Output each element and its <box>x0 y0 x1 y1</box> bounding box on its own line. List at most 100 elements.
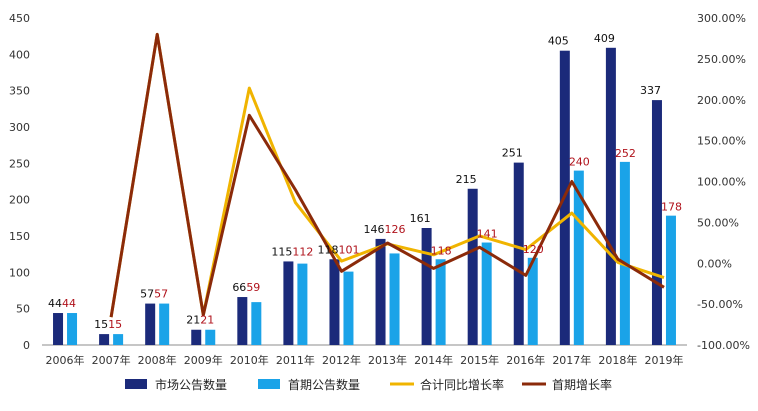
right-axis-tick-label: 300.00% <box>697 12 746 25</box>
x-axis-tick-label: 2007年 <box>92 353 131 367</box>
data-label: 57 <box>140 288 154 301</box>
data-label: 251 <box>502 147 523 160</box>
bar <box>435 259 446 345</box>
right-axis-tick-label: 150.00% <box>697 135 746 148</box>
data-label: 15 <box>94 318 108 331</box>
bar <box>329 259 340 345</box>
x-axis-tick-label: 2009年 <box>184 353 223 367</box>
x-axis-tick-label: 2016年 <box>506 353 545 367</box>
bar <box>67 313 78 345</box>
data-label: 112 <box>292 245 313 258</box>
bar <box>605 47 616 345</box>
x-axis: 2006年 2007年 2008年 2009年 2010年 2011年 2012年 2013年… <box>42 344 687 367</box>
x-axis-tick-label: 2011年 <box>276 353 315 367</box>
x-axis-tick-label: 2010年 <box>230 353 269 367</box>
bar <box>375 238 386 345</box>
bar <box>651 100 662 345</box>
data-label: 337 <box>640 84 661 97</box>
legend-label: 首期增长率 <box>552 377 612 392</box>
right-axis-tick-label: -100.00% <box>697 339 750 352</box>
left-axis-tick-label: 250 <box>9 157 30 170</box>
bar <box>619 161 630 345</box>
data-label: 240 <box>569 156 590 169</box>
x-axis-tick-label: 2015年 <box>460 353 499 367</box>
legend: 市场公告数量 首期公告数量 合计同比增长率 首期增长率 <box>125 377 612 392</box>
left-axis: 0 50 100 150 200 250 300 350 400 450 <box>9 12 30 352</box>
x-axis-tick-label: 2017年 <box>552 353 591 367</box>
left-axis-tick-label: 150 <box>9 230 30 243</box>
data-label: 21 <box>200 314 214 327</box>
right-axis-tick-label: -50.00% <box>697 298 743 311</box>
data-label: 59 <box>246 281 260 294</box>
data-label: 115 <box>271 245 292 258</box>
legend-label: 首期公告数量 <box>288 377 360 392</box>
bar <box>53 313 64 345</box>
legend-label: 合计同比增长率 <box>420 377 504 392</box>
bar <box>205 329 216 345</box>
data-label: 118 <box>431 244 452 257</box>
bar <box>145 303 156 345</box>
bar <box>665 215 676 345</box>
legend-swatch <box>125 379 147 389</box>
bar <box>297 263 308 345</box>
data-label: 126 <box>385 223 406 236</box>
right-axis: -100.00% -50.00% 0.00% 50.00% 100.00% 150.00%… <box>697 12 750 352</box>
left-axis-tick-label: 100 <box>9 266 30 279</box>
data-labels: 44 15 57 21 66 115 118 146 161 215 251 405 409 337 44 1… <box>48 32 682 331</box>
data-label: 57 <box>154 288 168 301</box>
left-axis-tick-label: 0 <box>23 339 30 352</box>
data-label: 118 <box>317 243 338 256</box>
x-axis-tick-label: 2013年 <box>368 353 407 367</box>
data-label: 44 <box>62 297 76 310</box>
data-label: 21 <box>186 314 200 327</box>
data-label: 252 <box>615 147 636 160</box>
data-label: 101 <box>338 243 359 256</box>
bar <box>421 228 432 345</box>
bar <box>467 188 478 345</box>
bar <box>573 170 584 345</box>
data-label: 146 <box>364 223 385 236</box>
bar <box>99 334 110 345</box>
data-label: 44 <box>48 297 62 310</box>
bar <box>527 257 538 345</box>
data-label: 66 <box>232 281 246 294</box>
left-axis-tick-label: 450 <box>9 12 30 25</box>
x-axis-tick-label: 2018年 <box>598 353 637 367</box>
data-label: 409 <box>594 32 615 45</box>
line-series <box>109 32 665 318</box>
x-axis-tick-label: 2014年 <box>414 353 453 367</box>
data-label: 15 <box>108 318 122 331</box>
bar <box>237 297 248 345</box>
bar <box>481 242 492 345</box>
legend-label: 市场公告数量 <box>155 377 227 392</box>
bar <box>389 253 400 345</box>
x-axis-tick-label: 2019年 <box>644 353 683 367</box>
right-axis-tick-label: 100.00% <box>697 176 746 189</box>
bar <box>251 302 262 345</box>
left-axis-tick-label: 50 <box>16 303 30 316</box>
bar <box>191 329 202 345</box>
left-axis-tick-label: 200 <box>9 194 30 207</box>
data-label: 120 <box>523 243 544 256</box>
bar <box>113 334 124 345</box>
left-axis-tick-label: 350 <box>9 85 30 98</box>
right-axis-tick-label: 200.00% <box>697 94 746 107</box>
x-axis-tick-label: 2008年 <box>138 353 177 367</box>
data-label: 215 <box>456 173 477 186</box>
bar <box>513 162 524 345</box>
right-axis-tick-label: 50.00% <box>697 216 739 229</box>
left-axis-tick-label: 300 <box>9 121 30 134</box>
data-label: 141 <box>477 228 498 241</box>
line-series-path <box>109 32 665 318</box>
x-axis-tick-label: 2006年 <box>46 353 85 367</box>
left-axis-tick-label: 400 <box>9 48 30 61</box>
data-label: 178 <box>661 201 682 214</box>
right-axis-tick-label: 250.00% <box>697 53 746 66</box>
data-label: 161 <box>410 212 431 225</box>
bar <box>283 261 294 345</box>
legend-swatch <box>258 379 280 389</box>
bar <box>159 303 170 345</box>
right-axis-tick-label: 0.00% <box>697 257 732 270</box>
x-axis-tick-label: 2012年 <box>322 353 361 367</box>
